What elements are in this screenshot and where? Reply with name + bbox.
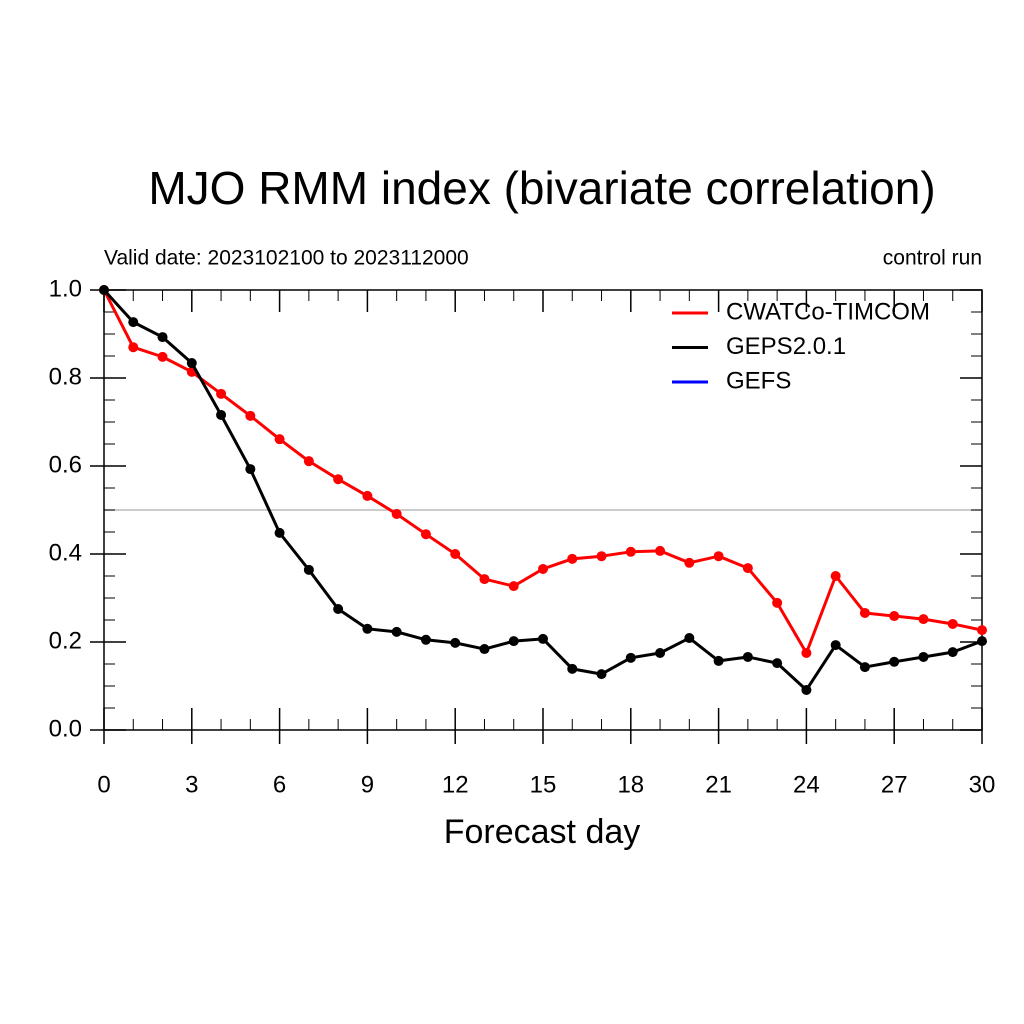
series-marker (655, 545, 666, 556)
x-tick-label: 27 (881, 771, 908, 798)
x-axis-label: Forecast day (444, 813, 641, 851)
series-marker (684, 633, 695, 644)
y-tick-label: 0.4 (49, 539, 82, 566)
subtitle-right: control run (883, 247, 982, 270)
series-marker (947, 647, 958, 658)
series-marker (538, 563, 548, 574)
series-marker (362, 623, 373, 634)
series-marker (713, 551, 724, 562)
series-marker (186, 358, 197, 369)
series-marker (479, 574, 490, 585)
subtitle-left: Valid date: 2023102100 to 2023112000 (104, 247, 469, 270)
legend-label: GEFS (726, 367, 791, 394)
series-marker (596, 669, 607, 680)
x-tick-label: 0 (97, 771, 110, 798)
y-tick-label: 1.0 (49, 275, 82, 302)
x-tick-label: 24 (793, 771, 820, 798)
x-tick-label: 9 (361, 771, 374, 798)
series-marker (303, 564, 314, 575)
series-marker (479, 644, 490, 655)
x-tick-label: 21 (705, 771, 732, 798)
series-marker (99, 285, 109, 295)
series-marker (859, 607, 870, 618)
series-marker (801, 684, 812, 695)
x-tick-label: 12 (442, 771, 469, 798)
series-marker (362, 490, 373, 501)
series-marker (625, 652, 636, 663)
y-tick-label: 0.2 (49, 627, 82, 654)
series-marker (918, 651, 929, 662)
series-marker (772, 597, 783, 608)
series-marker (713, 655, 724, 666)
series-marker (128, 317, 139, 328)
series-marker (391, 508, 402, 519)
series-marker (420, 529, 431, 540)
series-marker (684, 557, 695, 568)
series-marker (801, 648, 812, 658)
series-marker (742, 563, 753, 574)
series-marker (245, 410, 256, 421)
series-marker (977, 636, 987, 647)
series-marker (508, 581, 519, 592)
series-marker (245, 464, 256, 475)
series-marker (625, 546, 636, 557)
series-marker (772, 658, 783, 669)
y-tick-label: 0.8 (49, 363, 82, 390)
series-marker (538, 633, 548, 644)
series-marker (947, 618, 958, 629)
series-marker (859, 662, 870, 673)
x-tick-label: 6 (273, 771, 286, 798)
x-tick-label: 3 (185, 771, 198, 798)
series-marker (333, 474, 344, 485)
series-marker (567, 553, 578, 564)
y-tick-label: 0.6 (49, 451, 82, 478)
series-marker (333, 604, 344, 614)
series-marker (567, 663, 578, 674)
series-marker (450, 549, 461, 559)
series-marker (918, 614, 929, 625)
series-marker (128, 342, 139, 353)
series-marker (889, 656, 900, 667)
series-marker (157, 351, 168, 362)
x-tick-label: 15 (530, 771, 557, 798)
x-tick-label: 18 (617, 771, 644, 798)
x-tick-label: 30 (969, 771, 996, 798)
series-marker (391, 626, 402, 637)
series-marker (216, 409, 227, 420)
series-marker (889, 611, 900, 622)
series-marker (655, 648, 666, 658)
series-marker (742, 651, 753, 662)
series-marker (303, 456, 314, 467)
y-tick-label: 0.0 (49, 715, 82, 742)
series-marker (420, 634, 431, 645)
series-marker (216, 388, 227, 399)
series-marker (830, 640, 841, 651)
series-marker (508, 636, 519, 647)
series-marker (830, 571, 841, 581)
chart-title: MJO RMM index (bivariate correlation) (148, 162, 935, 214)
legend-label: GEPS2.0.1 (726, 333, 846, 360)
series-marker (157, 332, 168, 343)
series-marker (450, 637, 461, 648)
series-marker (274, 527, 285, 538)
series-marker (596, 551, 607, 562)
series-marker (274, 434, 285, 445)
legend-label: CWATCo-TIMCOM (726, 298, 930, 325)
series-marker (977, 625, 987, 636)
